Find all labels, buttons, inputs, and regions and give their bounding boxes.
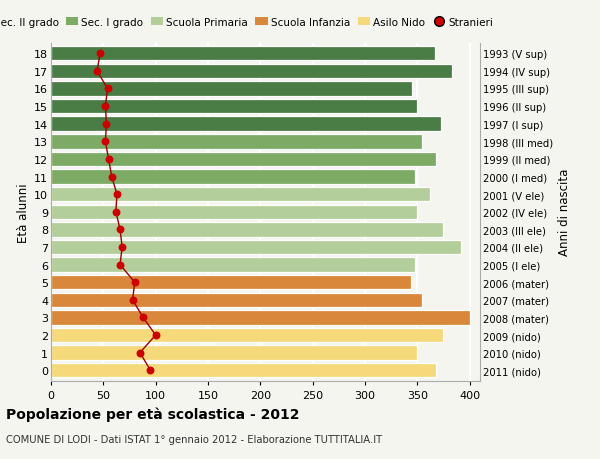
Bar xyxy=(51,188,430,202)
Bar xyxy=(51,310,470,325)
Legend: Sec. II grado, Sec. I grado, Scuola Primaria, Scuola Infanzia, Asilo Nido, Stran: Sec. II grado, Sec. I grado, Scuola Prim… xyxy=(0,13,497,32)
Point xyxy=(128,297,137,304)
Point xyxy=(95,50,105,58)
Point xyxy=(101,103,110,111)
Point xyxy=(115,226,125,234)
Bar xyxy=(51,223,443,237)
Point xyxy=(146,367,155,374)
Point xyxy=(138,314,148,321)
Point xyxy=(104,156,113,163)
Point xyxy=(118,244,127,251)
Point xyxy=(107,174,116,181)
Point xyxy=(151,331,160,339)
Bar xyxy=(51,258,415,272)
Point xyxy=(101,121,111,128)
Bar xyxy=(51,135,422,149)
Point xyxy=(103,86,112,93)
Bar xyxy=(51,275,411,290)
Point xyxy=(115,261,125,269)
Point xyxy=(111,208,121,216)
Y-axis label: Anni di nascita: Anni di nascita xyxy=(557,169,571,256)
Bar xyxy=(51,363,436,378)
Point xyxy=(92,68,102,75)
Bar xyxy=(51,240,461,255)
Bar xyxy=(51,293,422,308)
Text: COMUNE DI LODI - Dati ISTAT 1° gennaio 2012 - Elaborazione TUTTITALIA.IT: COMUNE DI LODI - Dati ISTAT 1° gennaio 2… xyxy=(6,434,382,444)
Bar xyxy=(51,205,417,219)
Bar xyxy=(51,100,417,114)
Point xyxy=(112,191,122,198)
Bar xyxy=(51,82,412,96)
Point xyxy=(130,279,140,286)
Bar xyxy=(51,65,452,79)
Bar xyxy=(51,170,415,185)
Bar xyxy=(51,328,443,342)
Bar xyxy=(51,152,436,167)
Point xyxy=(135,349,145,357)
Bar xyxy=(51,117,441,132)
Text: Popolazione per età scolastica - 2012: Popolazione per età scolastica - 2012 xyxy=(6,406,299,421)
Point xyxy=(101,138,110,146)
Bar xyxy=(51,47,435,62)
Y-axis label: Età alunni: Età alunni xyxy=(17,183,30,242)
Bar xyxy=(51,346,417,360)
